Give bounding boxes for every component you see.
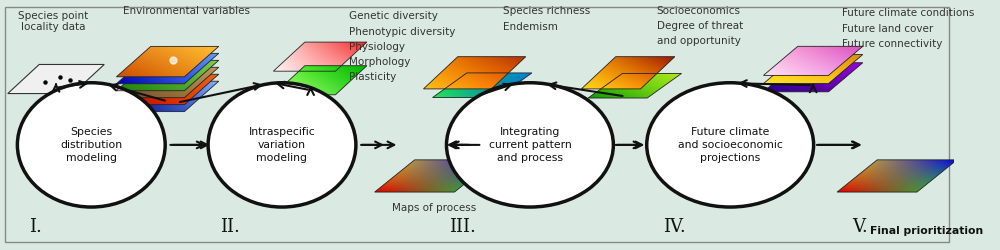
Text: Maps of process: Maps of process [392,203,477,213]
Ellipse shape [17,83,165,207]
Text: Intraspecific
variation
modeling: Intraspecific variation modeling [249,127,315,163]
Text: Future climate conditions: Future climate conditions [842,8,974,18]
Text: Socioeconomics: Socioeconomics [657,6,741,16]
Text: Genetic diversity: Genetic diversity [349,11,438,21]
Text: Degree of threat: Degree of threat [657,21,743,31]
Text: Species richness: Species richness [503,6,590,16]
Ellipse shape [647,83,814,207]
Text: and opportunity: and opportunity [657,36,741,46]
Text: Integrating
current pattern
and process: Integrating current pattern and process [489,127,571,163]
Text: II.: II. [220,218,240,236]
Text: Plasticity: Plasticity [349,72,396,82]
Text: Species point
locality data: Species point locality data [18,11,88,32]
Text: III.: III. [449,218,476,236]
Text: Species
distribution
modeling: Species distribution modeling [60,127,122,163]
Text: Final prioritization: Final prioritization [870,226,984,236]
Ellipse shape [208,83,356,207]
Text: Phenotypic diversity: Phenotypic diversity [349,27,455,37]
Text: Future connectivity: Future connectivity [842,39,942,49]
Text: V.: V. [852,218,868,236]
Text: Future land cover: Future land cover [842,24,933,34]
Text: IV.: IV. [663,218,686,236]
Ellipse shape [446,83,613,207]
Text: Environmental variables: Environmental variables [123,6,250,16]
Text: Endemism: Endemism [503,22,558,32]
FancyBboxPatch shape [5,7,949,242]
Text: Future climate
and socioeconomic
projections: Future climate and socioeconomic project… [678,127,783,163]
Text: Morphology: Morphology [349,57,410,67]
Polygon shape [8,64,104,94]
Text: I.: I. [29,218,42,236]
Text: Physiology: Physiology [349,42,405,52]
